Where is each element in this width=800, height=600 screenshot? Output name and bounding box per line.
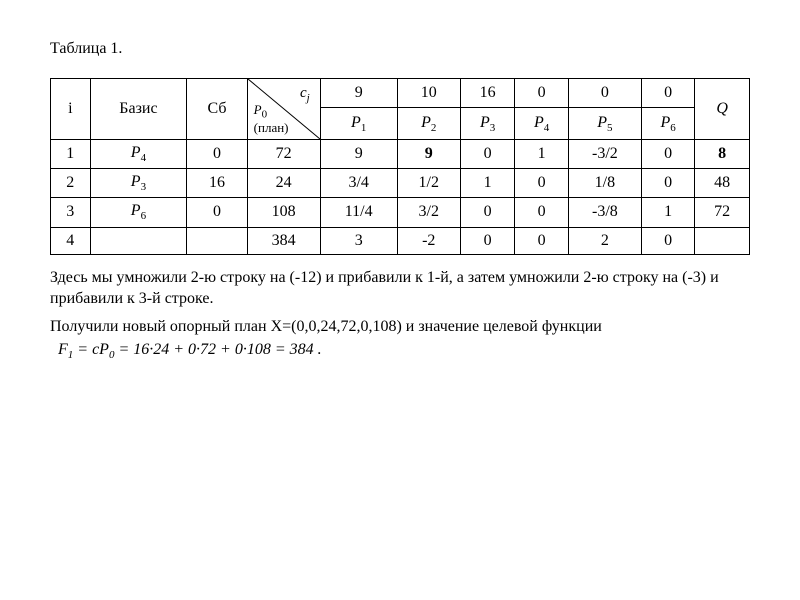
cell-q: 48: [695, 169, 750, 198]
objective-formula: F1 = cP0 = 16·24 + 0·72 + 0·108 = 384 .: [50, 341, 750, 361]
cell-p0: 108: [247, 198, 320, 227]
explanation-1: Здесь мы умножили 2-ю строку на (-12) и …: [50, 267, 750, 310]
cell-i: 2: [51, 169, 91, 198]
cell-sb: 16: [187, 169, 247, 198]
cell-v4: -3/2: [568, 140, 641, 169]
p-label-4: P5: [568, 108, 641, 140]
cell-v4: 1/8: [568, 169, 641, 198]
col-p0-cj: cj P0(план): [247, 79, 320, 140]
cell-v0: 11/4: [320, 198, 397, 227]
cell-v3: 0: [515, 198, 568, 227]
cj-val-3: 0: [515, 79, 568, 108]
cell-v4: -3/8: [568, 198, 641, 227]
cell-i: 1: [51, 140, 91, 169]
table-row: 1 P4 0 72 9 9 0 1 -3/2 0 8: [51, 140, 750, 169]
cell-v5: 0: [641, 169, 694, 198]
cj-val-2: 16: [460, 79, 515, 108]
cell-basis: P3: [90, 169, 187, 198]
cell-q: [695, 227, 750, 254]
cell-v2: 0: [460, 140, 515, 169]
cell-v5: 0: [641, 227, 694, 254]
cell-v1: 9: [397, 140, 460, 169]
cj-val-0: 9: [320, 79, 397, 108]
cj-label: cj: [300, 85, 310, 104]
p-label-3: P4: [515, 108, 568, 140]
cell-q: 72: [695, 198, 750, 227]
cell-v3: 0: [515, 169, 568, 198]
col-i: i: [51, 79, 91, 140]
col-sb: Сб: [187, 79, 247, 140]
cell-sb: 0: [187, 198, 247, 227]
cell-p0: 384: [247, 227, 320, 254]
cell-v3: 1: [515, 140, 568, 169]
cell-v0: 3: [320, 227, 397, 254]
cell-sb: 0: [187, 140, 247, 169]
col-q: Q: [695, 79, 750, 140]
p-label-1: P2: [397, 108, 460, 140]
col-basis: Базис: [90, 79, 187, 140]
cell-v2: 1: [460, 169, 515, 198]
p0-label: P0(план): [254, 103, 289, 135]
table-row: 3 P6 0 108 11/4 3/2 0 0 -3/8 1 72: [51, 198, 750, 227]
p-label-2: P3: [460, 108, 515, 140]
cell-i: 4: [51, 227, 91, 254]
cj-val-1: 10: [397, 79, 460, 108]
cell-v1: 1/2: [397, 169, 460, 198]
table-row: 2 P3 16 24 3/4 1/2 1 0 1/8 0 48: [51, 169, 750, 198]
cell-v0: 9: [320, 140, 397, 169]
table-caption: Таблица 1.: [50, 40, 750, 58]
cj-val-5: 0: [641, 79, 694, 108]
cell-i: 3: [51, 198, 91, 227]
cell-basis: [90, 227, 187, 254]
cell-sb: [187, 227, 247, 254]
cell-v1: 3/2: [397, 198, 460, 227]
cell-basis: P4: [90, 140, 187, 169]
cell-v3: 0: [515, 227, 568, 254]
cell-v5: 0: [641, 140, 694, 169]
cj-val-4: 0: [568, 79, 641, 108]
explanation-2: Получили новый опорный план X=(0,0,24,72…: [50, 316, 750, 338]
cell-v2: 0: [460, 198, 515, 227]
table-row: 4 384 3 -2 0 0 2 0: [51, 227, 750, 254]
cell-v5: 1: [641, 198, 694, 227]
cell-v4: 2: [568, 227, 641, 254]
cell-p0: 72: [247, 140, 320, 169]
cell-v1: -2: [397, 227, 460, 254]
cell-v0: 3/4: [320, 169, 397, 198]
p-label-5: P6: [641, 108, 694, 140]
cell-v2: 0: [460, 227, 515, 254]
cell-q: 8: [695, 140, 750, 169]
cell-basis: P6: [90, 198, 187, 227]
p-label-0: P1: [320, 108, 397, 140]
simplex-table: i Базис Сб cj P0(план) 9 10 16 0 0 0 Q P…: [50, 78, 750, 255]
cell-p0: 24: [247, 169, 320, 198]
